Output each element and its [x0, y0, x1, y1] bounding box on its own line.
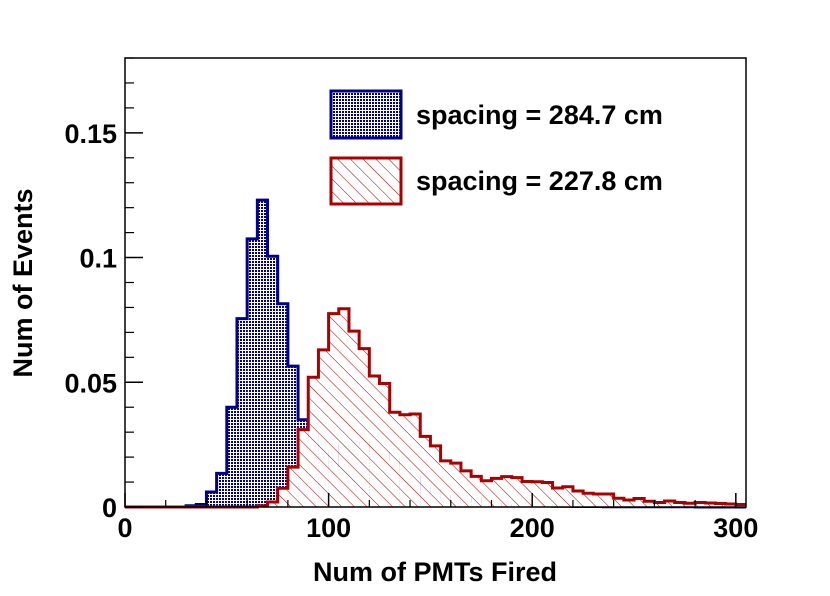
legend-swatch-blue	[329, 89, 403, 140]
series-0-bar	[247, 238, 258, 507]
series-1-bar	[359, 348, 370, 507]
x-axis-title: Num of PMTs Fired	[313, 557, 557, 587]
x-tick-label: 300	[713, 513, 758, 543]
series-0-bar	[257, 200, 268, 507]
series-1-bar	[277, 488, 288, 507]
series-1-bar	[440, 460, 451, 507]
x-tick-label: 0	[117, 513, 132, 543]
series-1-bar	[338, 308, 349, 507]
ticks-layer: 0 100 200 300 0 0.05 0.1 0.15	[64, 57, 758, 543]
y-axis-title: Num of Events	[8, 188, 38, 377]
x-tick-label: 200	[510, 513, 555, 543]
series-1-bar	[583, 493, 594, 507]
legend-label-blue: spacing = 284.7 cm	[416, 100, 663, 130]
series-1-bar	[460, 470, 472, 507]
series-layer	[125, 198, 746, 509]
series-1-bar	[664, 501, 675, 507]
series-1-bar	[318, 349, 329, 507]
series-1-bar	[328, 313, 339, 507]
legend: spacing = 284.7 cm spacing = 227.8 cm	[329, 89, 663, 206]
series-1-bar	[481, 480, 492, 507]
series-1-bar	[532, 481, 543, 507]
series-1-bar	[542, 482, 553, 507]
series-0-bar	[236, 318, 248, 507]
series-1-bar	[613, 498, 624, 507]
series-1-bar	[562, 486, 573, 507]
y-tick-label: 0.15	[64, 119, 117, 149]
series-0-bar	[226, 407, 237, 507]
series-1-bar	[399, 414, 411, 507]
series-0-bar	[267, 256, 278, 507]
series-1-bar	[572, 491, 584, 507]
x-tick-label: 100	[306, 513, 351, 543]
series-1-bar	[389, 412, 400, 507]
series-1-bar	[450, 463, 461, 507]
legend-swatch-red	[329, 156, 403, 206]
series-1-bar	[410, 413, 421, 507]
series-1-bar	[267, 502, 278, 507]
series-1-bar	[593, 494, 604, 507]
y-tick-label: 0.05	[64, 368, 117, 398]
series-1-bar	[654, 502, 665, 507]
y-tick-label: 0.1	[79, 244, 117, 274]
series-1-bar	[715, 503, 726, 507]
series-1-bar	[420, 436, 431, 507]
series-1-bar	[674, 502, 685, 507]
y-tick-label: 0	[102, 493, 117, 523]
series-1-bar	[705, 503, 716, 507]
series-1-bar	[287, 467, 299, 507]
series-1-bar	[501, 476, 512, 507]
series-1-bar	[491, 478, 502, 507]
series-1-bar	[308, 377, 319, 507]
series-0-bar	[206, 492, 217, 507]
series-1-bar	[623, 500, 635, 507]
legend-label-red: spacing = 227.8 cm	[416, 166, 663, 196]
series-1-bar	[522, 481, 533, 507]
series-1-bar	[348, 331, 360, 507]
series-1-bar	[634, 498, 645, 507]
series-0-bar	[216, 473, 227, 507]
series-1-bar	[695, 502, 706, 507]
series-1-bar	[369, 376, 380, 507]
series-1-bar	[430, 445, 441, 507]
series-1-bar	[379, 383, 390, 507]
series-1	[125, 307, 746, 509]
series-1-bar	[603, 494, 614, 507]
series-1-bar	[644, 501, 655, 507]
series-1-bar	[298, 429, 309, 507]
series-1-bar	[552, 488, 563, 507]
series-1-bar	[471, 476, 482, 507]
series-0-bar	[287, 366, 299, 507]
series-1-bar	[684, 503, 696, 507]
series-0-bar	[277, 303, 288, 507]
series-1-bar	[511, 477, 523, 507]
